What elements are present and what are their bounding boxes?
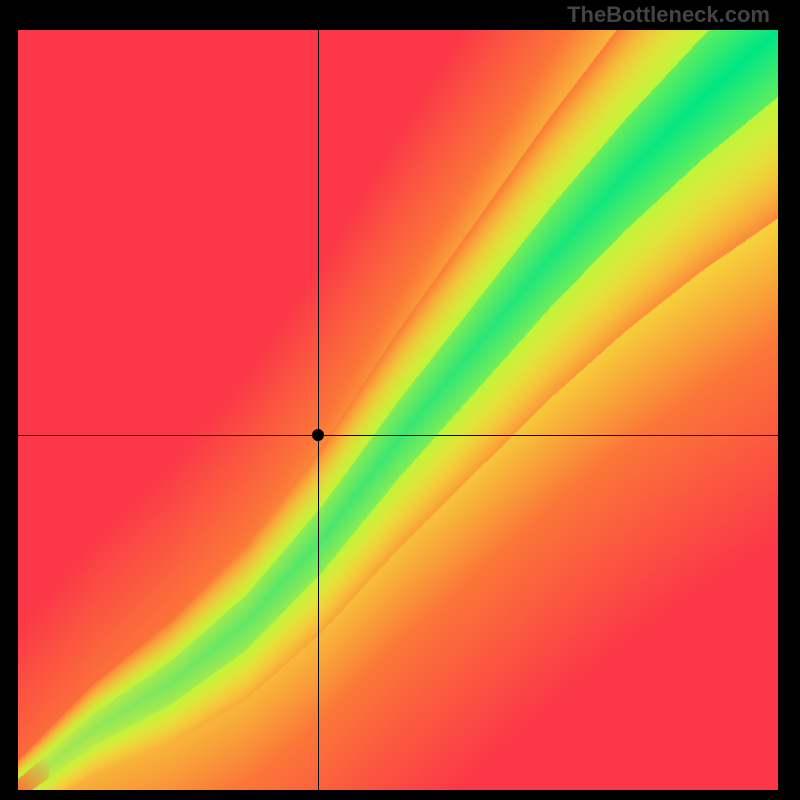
attribution-text: TheBottleneck.com [567, 2, 770, 28]
chart-container [18, 30, 778, 790]
heatmap-canvas [18, 30, 778, 790]
